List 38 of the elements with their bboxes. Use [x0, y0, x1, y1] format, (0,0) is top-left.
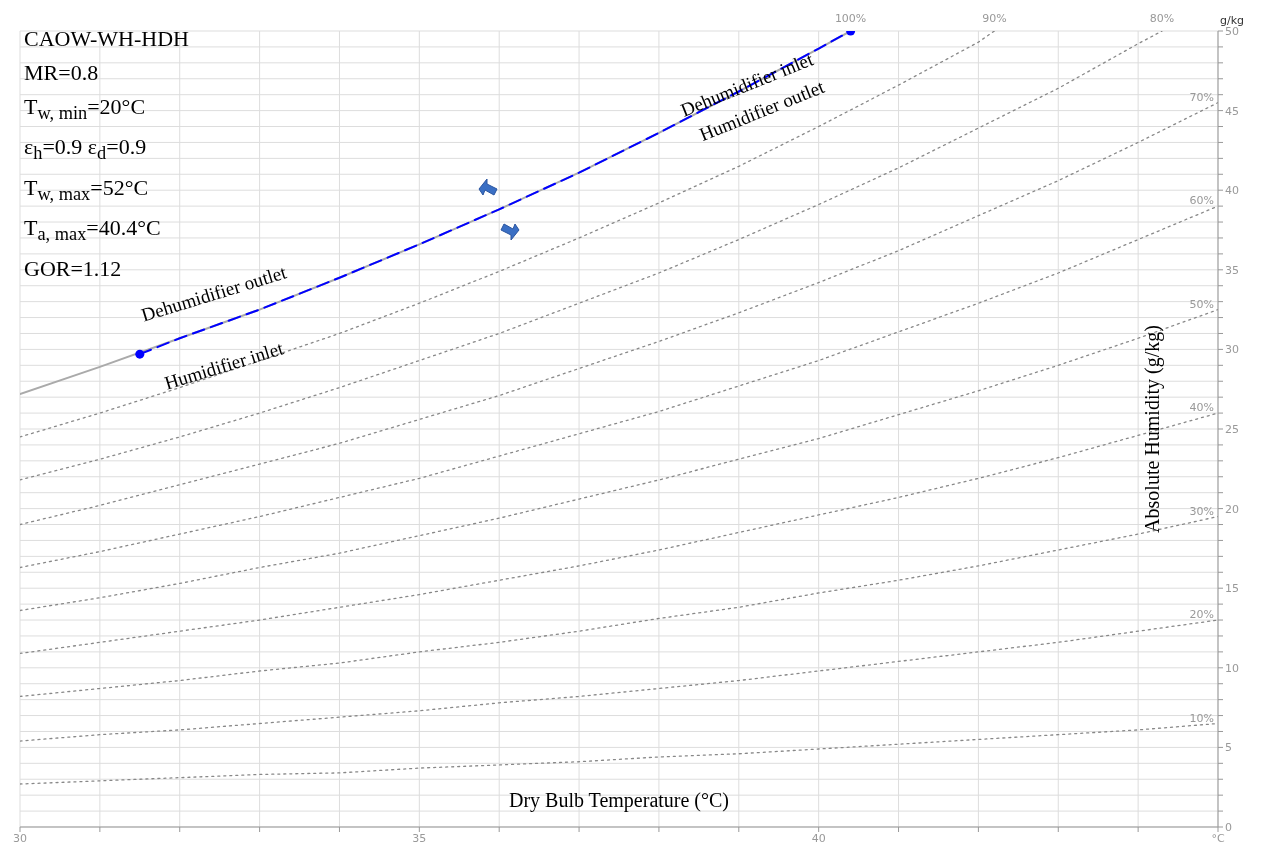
y-tick-label: 45 [1225, 104, 1239, 118]
y-tick-label: 25 [1225, 422, 1239, 436]
line-series [20, 205, 1218, 569]
y-tick-label: 35 [1225, 263, 1239, 277]
series-label: 40% [1189, 401, 1214, 415]
series-label: 70% [1189, 90, 1214, 104]
annotation: GOR=1.12 [24, 255, 122, 281]
line-series [20, 31, 996, 438]
y-tick-label: 15 [1225, 582, 1239, 596]
series-label: 60% [1189, 194, 1214, 208]
annotation: T$_{w, min}$=20°C [24, 93, 147, 126]
x-tick-label: 40 [811, 831, 826, 845]
x-tick-label: °C [1211, 831, 1225, 845]
y-tick-label: 20 [1225, 502, 1239, 516]
line-series [20, 722, 1218, 785]
series-label: 20% [1189, 608, 1214, 622]
annotation: CAOW-WH-HDH [24, 25, 189, 53]
y-tick-label: 10 [1225, 661, 1239, 675]
series-label: 100% [834, 12, 867, 25]
annotation: T$_{w, max}$=52°C [24, 173, 150, 207]
series-label: 10% [1189, 711, 1214, 725]
line-series [20, 619, 1218, 742]
x-tick-label: 30 [13, 831, 27, 845]
x-tick-label: 35 [412, 831, 427, 845]
x-axis-title: Dry Bulb Temperature (°C) [508, 789, 730, 812]
text: g/kg [1220, 14, 1245, 27]
y-tick-label: 30 [1225, 343, 1239, 357]
y-tick-label: 5 [1225, 741, 1232, 755]
y-tick-label: 40 [1225, 184, 1239, 198]
y-tick-label: 0 [1225, 820, 1232, 834]
series-label: 50% [1189, 297, 1214, 311]
y-axis-title: Absolute Humidity (g/kg) [1140, 325, 1164, 533]
series-label: 30% [1189, 504, 1214, 518]
series-label: 80% [1149, 12, 1175, 25]
annotation: ε$_{h}$=0.9 ε$_{d}$=0.9 [24, 133, 148, 166]
annotation: T$_{a, max}$=40.4°C [24, 214, 162, 247]
series-label: 90% [982, 12, 1007, 25]
annotation: MR=0.8 [24, 59, 100, 87]
